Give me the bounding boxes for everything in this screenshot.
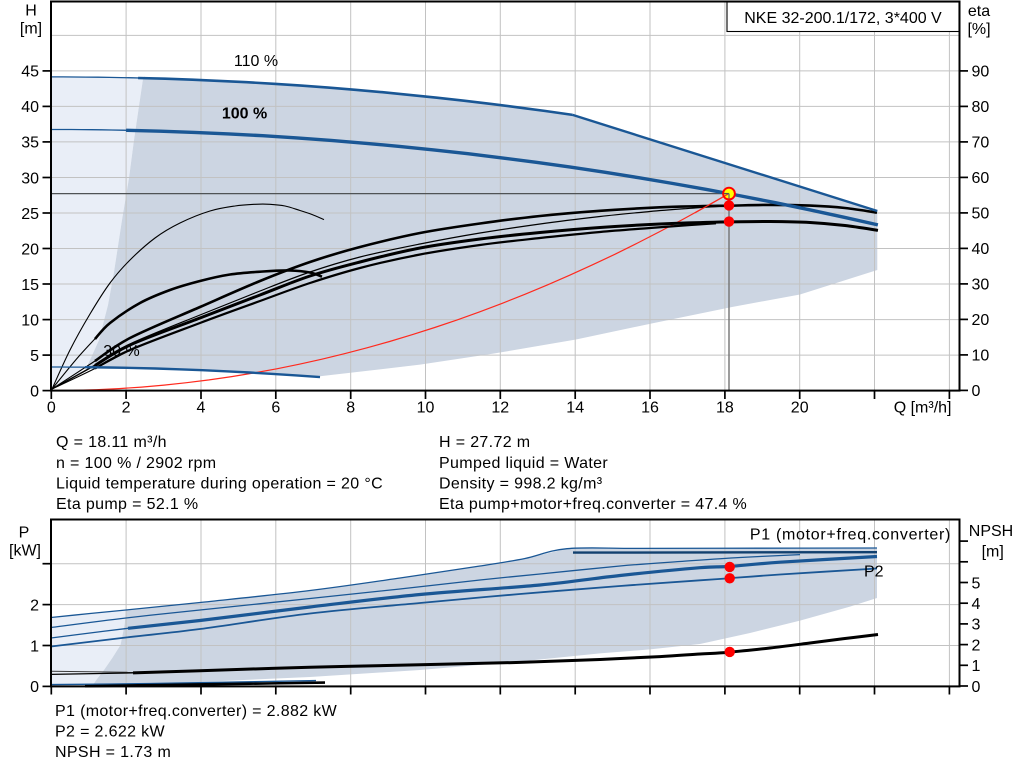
svg-text:100 %: 100 % — [222, 106, 267, 123]
svg-text:80: 80 — [972, 99, 990, 116]
svg-text:[m]: [m] — [20, 21, 42, 38]
svg-text:1: 1 — [972, 658, 981, 675]
svg-text:35: 35 — [21, 135, 39, 152]
svg-text:40: 40 — [21, 99, 39, 116]
svg-text:0: 0 — [30, 383, 39, 400]
svg-text:3: 3 — [972, 617, 981, 634]
svg-text:NPSH = 1.73 m: NPSH = 1.73 m — [55, 744, 171, 761]
svg-text:Eta pump = 52.1 %: Eta pump = 52.1 % — [56, 496, 198, 513]
svg-text:4: 4 — [197, 400, 206, 417]
svg-text:15: 15 — [21, 277, 39, 294]
svg-text:70: 70 — [972, 135, 990, 152]
svg-text:20: 20 — [972, 312, 990, 329]
svg-text:6: 6 — [271, 400, 280, 417]
svg-text:4: 4 — [972, 596, 981, 613]
svg-text:30: 30 — [21, 170, 39, 187]
svg-text:5: 5 — [972, 575, 981, 592]
svg-text:2: 2 — [122, 400, 131, 417]
svg-text:[m]: [m] — [982, 543, 1004, 560]
svg-text:H: H — [25, 3, 37, 20]
svg-text:60: 60 — [972, 170, 990, 187]
svg-text:30 %: 30 % — [103, 343, 139, 360]
svg-text:20: 20 — [21, 241, 39, 258]
svg-text:50: 50 — [972, 206, 990, 223]
svg-text:0: 0 — [30, 679, 39, 696]
svg-text:H = 27.72 m: H = 27.72 m — [439, 434, 530, 451]
svg-text:45: 45 — [21, 64, 39, 81]
svg-text:20: 20 — [791, 400, 809, 417]
svg-text:30: 30 — [972, 277, 990, 294]
svg-text:10: 10 — [21, 312, 39, 329]
svg-text:Pumped liquid = Water: Pumped liquid = Water — [439, 455, 608, 472]
svg-text:18: 18 — [716, 400, 734, 417]
svg-text:8: 8 — [346, 400, 355, 417]
svg-text:12: 12 — [491, 400, 509, 417]
svg-text:P2: P2 — [864, 564, 884, 581]
svg-text:NPSH: NPSH — [969, 523, 1013, 540]
svg-text:Q [m³/h]: Q [m³/h] — [894, 400, 952, 417]
svg-text:40: 40 — [972, 241, 990, 258]
svg-text:90: 90 — [972, 64, 990, 81]
svg-text:P1 (motor+freq.converter): P1 (motor+freq.converter) — [750, 527, 951, 544]
svg-text:n = 100 % / 2902 rpm: n = 100 % / 2902 rpm — [56, 455, 216, 472]
svg-text:[%]: [%] — [967, 21, 990, 38]
svg-text:Liquid temperature during oper: Liquid temperature during operation = 20… — [56, 476, 383, 493]
svg-text:110 %: 110 % — [234, 53, 278, 70]
svg-text:0: 0 — [972, 383, 981, 400]
svg-text:P: P — [19, 524, 30, 541]
svg-text:[kW]: [kW] — [9, 542, 41, 559]
svg-text:P1 (motor+freq.converter) = 2.: P1 (motor+freq.converter) = 2.882 kW — [55, 703, 338, 720]
svg-text:0: 0 — [972, 679, 981, 696]
svg-text:0: 0 — [47, 400, 56, 417]
svg-text:2: 2 — [30, 597, 39, 614]
svg-text:eta: eta — [968, 3, 990, 20]
svg-text:16: 16 — [641, 400, 659, 417]
svg-text:1: 1 — [30, 638, 39, 655]
svg-text:2: 2 — [972, 637, 981, 654]
svg-text:25: 25 — [21, 206, 39, 223]
svg-text:P2 = 2.622 kW: P2 = 2.622 kW — [55, 723, 165, 740]
svg-text:Q = 18.11 m³/h: Q = 18.11 m³/h — [56, 434, 167, 451]
svg-text:5: 5 — [30, 348, 39, 365]
svg-text:NKE 32-200.1/172, 3*400 V: NKE 32-200.1/172, 3*400 V — [744, 10, 942, 27]
svg-text:14: 14 — [566, 400, 584, 417]
svg-text:10: 10 — [972, 348, 990, 365]
svg-text:Eta pump+motor+freq.converter: Eta pump+motor+freq.converter = 47.4 % — [439, 496, 747, 513]
svg-text:Density = 998.2 kg/m³: Density = 998.2 kg/m³ — [439, 476, 603, 493]
svg-text:10: 10 — [417, 400, 435, 417]
